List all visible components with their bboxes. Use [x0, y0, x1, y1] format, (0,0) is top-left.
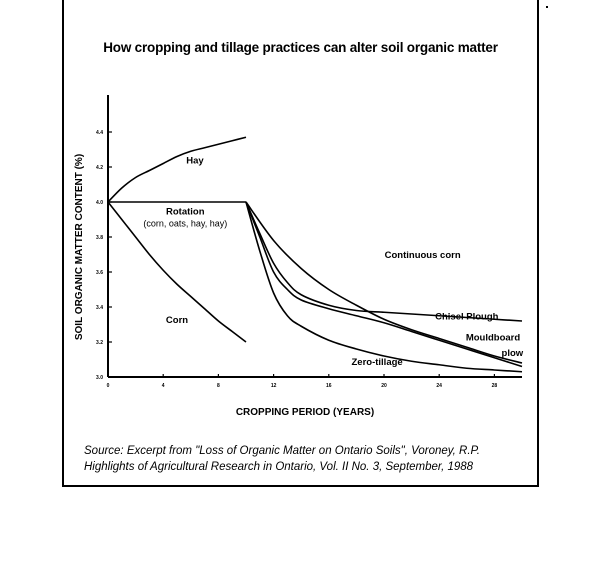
y-tick-label: 4.2: [96, 165, 103, 171]
source-line-1: Source: Excerpt from "Loss of Organic Ma…: [84, 445, 480, 457]
chart-frame: [62, 0, 539, 487]
series-line-mouldboard-plow: [245, 201, 523, 368]
series-line-corn: [107, 201, 247, 343]
series-line-zero-tillage: [245, 201, 523, 373]
curve-label: Zero-tillage: [351, 357, 402, 368]
curve-label: Continuous corn: [385, 250, 461, 261]
y-axis-title: SOIL ORGANIC MATTER CONTENT (%): [74, 154, 85, 340]
curve-label: Hay: [186, 156, 204, 167]
x-tick-label: 20: [381, 383, 387, 389]
source-line-2: Highlights of Agricultural Research in O…: [84, 461, 474, 473]
x-tick-label: 12: [271, 383, 277, 389]
series-line-continuous-corn: [245, 201, 523, 364]
chart-title: How cropping and tillage practices can a…: [103, 40, 498, 55]
y-tick-label: 4.0: [96, 200, 103, 206]
corner-dot: [546, 6, 548, 8]
source-note: Source: Excerpt from "Loss of Organic Ma…: [84, 443, 534, 475]
y-tick-label: 4.4: [96, 130, 103, 136]
x-tick-label: 8: [217, 383, 220, 389]
series-line-hay: [107, 136, 247, 203]
curve-label: Chisel Plough: [435, 311, 499, 322]
x-tick-label: 16: [326, 383, 332, 389]
curve-label: Mouldboard: [466, 332, 521, 343]
series-line-chisel-plough: [245, 201, 523, 322]
curve-label: plow: [502, 348, 524, 359]
curve-label: Corn: [166, 315, 188, 326]
x-axis-title: CROPPING PERIOD (YEARS): [236, 407, 374, 418]
y-tick-label: 3.8: [96, 235, 103, 241]
x-tick-label: 28: [492, 383, 498, 389]
x-tick-label: 24: [436, 383, 442, 389]
y-tick-label: 3.6: [96, 270, 103, 276]
curve-label: (corn, oats, hay, hay): [143, 219, 227, 229]
curve-label: Rotation: [166, 206, 205, 217]
y-tick-label: 3.4: [96, 305, 103, 311]
y-tick-label: 3.2: [96, 340, 103, 346]
y-tick-label: 3.0: [96, 375, 103, 381]
x-tick-label: 4: [162, 383, 165, 389]
x-tick-label: 0: [107, 383, 110, 389]
